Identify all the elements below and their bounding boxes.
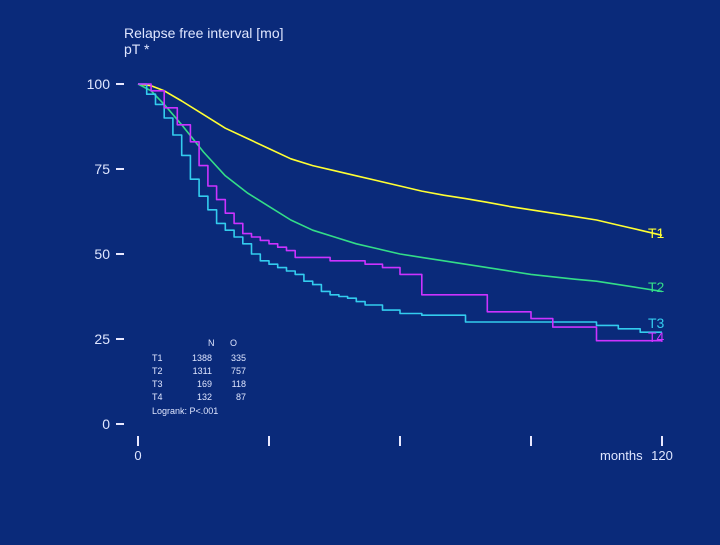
series-line-t1 bbox=[137, 83, 663, 237]
series-line-t3 bbox=[138, 83, 662, 333]
x-axis: 0 120 bbox=[134, 436, 673, 463]
y-tick-label: 75 bbox=[94, 161, 110, 177]
series-label-t1: T1 bbox=[648, 225, 665, 241]
series-label-t2: T2 bbox=[648, 279, 665, 295]
x-axis-label: months bbox=[600, 448, 643, 463]
series-layer bbox=[137, 83, 663, 342]
y-tick-label: 100 bbox=[87, 76, 111, 92]
y-tick-label: 0 bbox=[102, 416, 110, 432]
series-label-t4: T4 bbox=[648, 329, 665, 345]
series-label-t3: T3 bbox=[648, 315, 665, 331]
risk-table-header-o: O bbox=[230, 338, 237, 348]
y-tick-label: 50 bbox=[94, 246, 110, 262]
y-axis: 0 25 50 75 100 bbox=[87, 76, 124, 432]
risk-table-row-o: 87 bbox=[236, 392, 246, 402]
risk-table-row-n: 1388 bbox=[192, 353, 212, 363]
risk-table-row-n: 1311 bbox=[193, 366, 212, 376]
risk-table-row-o: 335 bbox=[231, 353, 246, 363]
risk-table-row-label: T3 bbox=[152, 379, 163, 389]
x-tick-label: 0 bbox=[134, 448, 141, 463]
risk-table-row-label: T2 bbox=[152, 366, 163, 376]
risk-table: N O T1 1388 335 T2 1311 757 T3 169 118 T… bbox=[152, 338, 246, 416]
risk-table-row-label: T1 bbox=[152, 353, 163, 363]
risk-table-row-n: 132 bbox=[197, 392, 212, 402]
series-line-t4 bbox=[138, 83, 662, 342]
chart-title: Relapse free interval [mo] bbox=[124, 25, 284, 41]
risk-table-row-o: 757 bbox=[231, 366, 246, 376]
x-tick-label: 120 bbox=[651, 448, 673, 463]
risk-table-row-o: 118 bbox=[232, 379, 246, 389]
y-tick-label: 25 bbox=[94, 331, 110, 347]
risk-table-row-n: 169 bbox=[197, 379, 212, 389]
risk-table-footnote: Logrank: P<.001 bbox=[152, 406, 218, 416]
risk-table-row-label: T4 bbox=[152, 392, 163, 402]
risk-table-header-n: N bbox=[208, 338, 215, 348]
series-line-t2 bbox=[137, 83, 663, 293]
chart-subtitle: pT * bbox=[124, 41, 150, 57]
